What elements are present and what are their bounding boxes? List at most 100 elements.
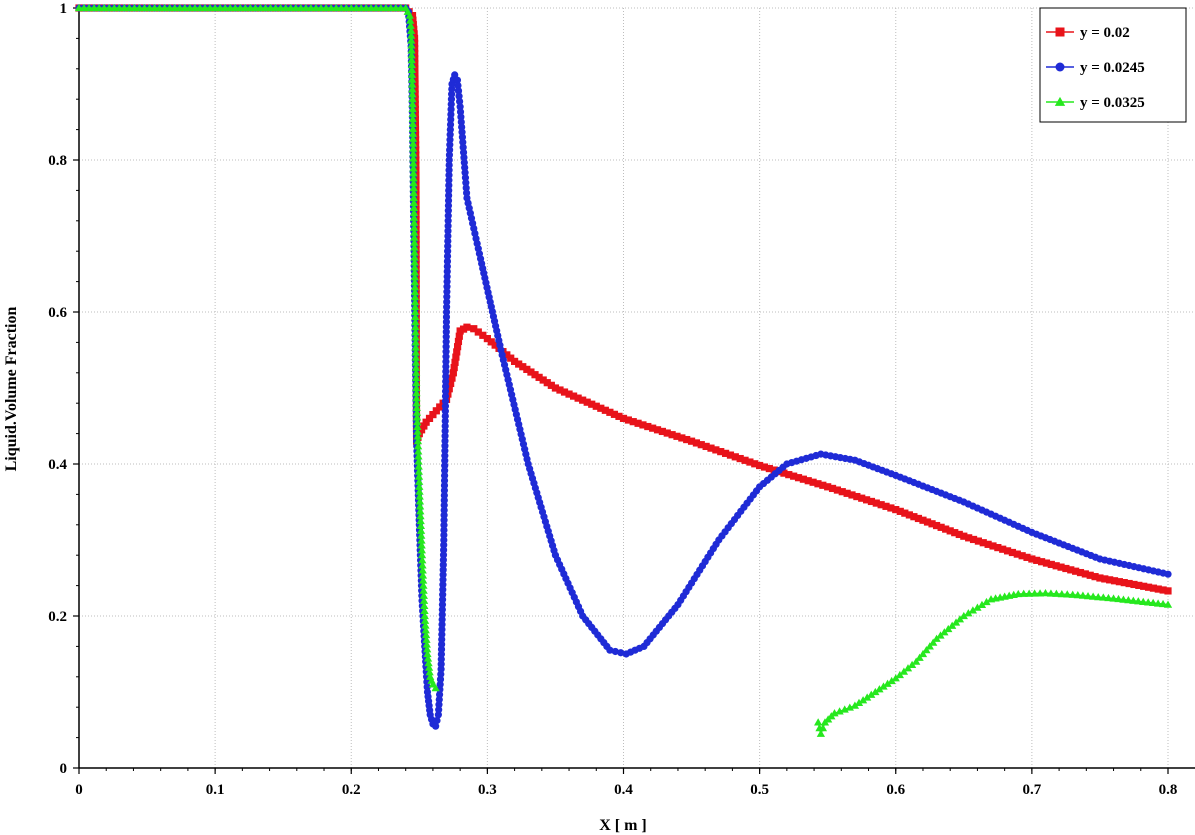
data-point — [1072, 567, 1080, 575]
data-point — [443, 303, 451, 311]
data-point — [446, 136, 454, 144]
data-point — [420, 611, 429, 620]
data-point — [828, 484, 837, 493]
data-point — [417, 536, 426, 544]
data-point — [871, 687, 880, 696]
data-point — [436, 403, 444, 411]
data-point — [447, 110, 455, 118]
data-point — [678, 434, 686, 442]
x-tick-label: 0.8 — [1159, 782, 1178, 798]
data-point — [409, 144, 418, 152]
data-point — [1091, 573, 1099, 581]
data-point — [1124, 596, 1133, 604]
data-point — [907, 660, 917, 669]
data-point — [445, 385, 453, 393]
data-point — [411, 60, 419, 68]
legend-item: y = 0.0325 — [1046, 95, 1145, 111]
data-point — [891, 674, 900, 682]
data-point — [818, 723, 828, 732]
data-point — [407, 75, 417, 83]
data-point — [932, 521, 941, 530]
data-point — [421, 621, 430, 629]
data-point — [443, 262, 451, 270]
data-point — [448, 90, 456, 98]
data-point — [441, 407, 449, 415]
data-point — [442, 367, 450, 376]
data-point — [443, 283, 451, 291]
data-point — [414, 452, 423, 460]
data-point — [410, 248, 419, 256]
data-point — [441, 412, 449, 420]
data-point — [731, 453, 739, 461]
data-point — [1104, 593, 1113, 602]
legend: y = 0.02 y = 0.0245 y = 0.0325 — [1039, 7, 1187, 123]
data-point — [905, 511, 913, 519]
data-point — [1028, 555, 1036, 563]
data-point — [790, 472, 798, 480]
data-point — [1068, 590, 1077, 598]
data-point — [673, 432, 681, 440]
data-point — [416, 526, 426, 534]
data-point — [687, 437, 696, 445]
data-point — [446, 146, 454, 154]
data-point — [1019, 589, 1028, 597]
data-point — [780, 469, 788, 477]
data-point — [407, 41, 416, 49]
data-point — [863, 693, 872, 701]
data-point — [413, 442, 423, 450]
data-point — [741, 456, 749, 464]
data-point — [994, 544, 1002, 552]
data-point — [624, 416, 632, 424]
data-point — [683, 435, 691, 444]
data-point — [785, 471, 793, 479]
data-point — [410, 253, 419, 261]
data-point — [409, 164, 418, 172]
data-point — [409, 169, 418, 177]
data-point — [804, 477, 812, 485]
data-point — [441, 462, 449, 470]
data-point — [1008, 548, 1017, 557]
data-point — [411, 312, 420, 321]
data-point — [441, 442, 449, 450]
data-point — [412, 378, 421, 387]
data-point — [408, 114, 417, 123]
data-point — [408, 129, 418, 137]
data-point — [1055, 62, 1065, 72]
data-point — [1154, 585, 1162, 593]
data-point — [410, 273, 419, 281]
y-tick-label: 0.4 — [48, 457, 67, 473]
data-point — [454, 81, 462, 90]
data-point — [1035, 589, 1045, 597]
data-point — [914, 514, 923, 523]
data-point — [579, 396, 587, 404]
data-point — [441, 387, 450, 395]
data-point — [445, 151, 454, 159]
data-point — [726, 451, 735, 459]
data-point — [551, 384, 560, 392]
data-point — [445, 171, 453, 179]
data-point — [450, 363, 458, 372]
data-point — [455, 92, 463, 100]
data-point — [588, 400, 596, 408]
data-point — [420, 601, 429, 609]
data-point — [431, 684, 440, 692]
data-point — [411, 95, 419, 103]
y-axis-title: Liquid.Volume Fraction — [3, 307, 20, 472]
data-point — [442, 377, 450, 385]
data-point — [417, 546, 426, 554]
data-point — [1055, 27, 1065, 37]
data-point — [429, 411, 437, 419]
data-point — [1067, 566, 1075, 574]
data-point — [765, 464, 773, 473]
data-point — [411, 100, 419, 108]
data-point — [411, 343, 420, 351]
data-point — [446, 126, 454, 134]
data-point — [453, 343, 462, 351]
data-point — [592, 402, 600, 410]
data-point — [409, 198, 419, 207]
data-point — [445, 156, 453, 164]
data-point — [449, 369, 457, 377]
data-point — [574, 394, 582, 402]
data-point — [697, 441, 705, 449]
